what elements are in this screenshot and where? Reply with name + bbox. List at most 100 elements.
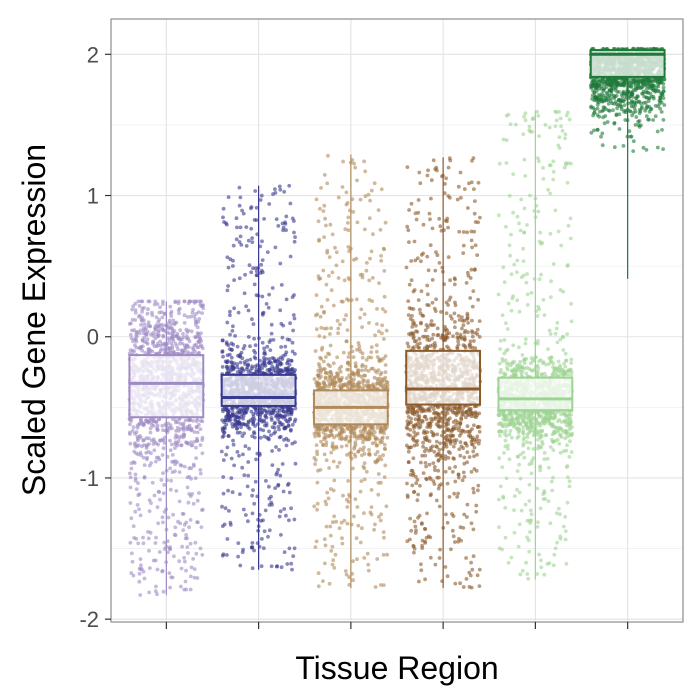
data-point — [250, 236, 255, 241]
data-point — [323, 216, 327, 221]
data-point — [449, 547, 453, 552]
data-point — [246, 420, 251, 425]
data-point — [314, 443, 319, 447]
data-point — [362, 426, 367, 431]
data-point — [453, 303, 458, 308]
data-point — [225, 360, 230, 365]
data-point — [196, 332, 201, 336]
data-point — [346, 479, 351, 483]
data-point — [367, 383, 371, 388]
data-point — [137, 331, 142, 336]
data-point — [136, 438, 140, 443]
data-point — [427, 338, 432, 343]
data-point — [374, 443, 379, 448]
data-point — [433, 468, 437, 472]
data-point — [456, 491, 460, 496]
data-point — [323, 376, 328, 381]
data-point — [172, 532, 177, 537]
data-point — [221, 491, 226, 496]
data-point — [159, 322, 163, 327]
data-point — [336, 326, 341, 331]
data-point — [254, 269, 259, 274]
data-point — [361, 440, 365, 445]
data-point — [225, 537, 230, 541]
data-point — [330, 544, 335, 549]
data-point — [359, 307, 364, 312]
data-point — [315, 452, 320, 457]
data-point — [419, 289, 424, 294]
data-point — [147, 509, 152, 513]
data-point — [318, 468, 323, 472]
data-point — [290, 216, 295, 221]
data-point — [131, 425, 136, 430]
data-point — [170, 336, 175, 341]
data-point — [351, 578, 355, 583]
data-point — [195, 325, 200, 330]
data-point — [371, 424, 375, 429]
data-point — [472, 423, 476, 428]
data-point — [354, 536, 359, 541]
data-point — [251, 322, 256, 326]
data-point — [175, 425, 180, 430]
data-point — [133, 472, 138, 477]
data-point — [366, 369, 371, 373]
data-point — [252, 282, 257, 287]
data-point — [435, 432, 440, 437]
data-point — [431, 407, 436, 412]
data-point — [287, 363, 292, 367]
data-point — [232, 463, 237, 468]
data-point — [438, 224, 443, 229]
data-point — [133, 509, 138, 514]
data-point — [263, 414, 268, 419]
data-point — [259, 193, 264, 198]
data-point — [408, 537, 412, 542]
data-point — [285, 562, 290, 566]
data-point — [272, 366, 276, 371]
data-point — [270, 449, 274, 453]
data-point — [428, 243, 433, 248]
data-point — [317, 376, 322, 381]
data-point — [412, 519, 417, 524]
data-point — [317, 334, 322, 338]
data-point — [321, 359, 326, 364]
data-point — [193, 335, 198, 340]
data-point — [133, 476, 138, 481]
data-point — [196, 319, 201, 324]
data-point — [225, 288, 230, 293]
data-point — [200, 451, 205, 456]
data-point — [201, 306, 206, 311]
data-point — [373, 333, 377, 338]
data-point — [200, 553, 205, 557]
data-point — [147, 463, 152, 468]
data-point — [332, 383, 336, 388]
data-point — [425, 173, 430, 178]
data-point — [238, 195, 243, 200]
data-point — [171, 512, 176, 517]
data-point — [265, 344, 270, 349]
data-point — [448, 278, 452, 283]
data-point — [244, 304, 249, 309]
data-point — [137, 507, 141, 512]
data-point — [357, 385, 362, 390]
data-point — [344, 339, 349, 343]
data-point — [382, 269, 387, 273]
data-point — [130, 307, 135, 312]
data-point — [264, 302, 269, 306]
data-point — [365, 261, 369, 265]
data-point — [132, 536, 137, 540]
data-point — [136, 481, 140, 485]
data-point — [277, 409, 282, 413]
data-point — [252, 430, 256, 435]
data-point — [293, 440, 297, 445]
data-point — [242, 473, 247, 478]
data-point — [140, 348, 145, 353]
data-point — [160, 342, 165, 346]
data-point — [192, 301, 197, 305]
data-point — [231, 413, 236, 418]
data-point — [237, 185, 242, 190]
data-point — [252, 548, 256, 553]
data-point — [199, 344, 204, 349]
data-point — [199, 525, 204, 529]
data-point — [457, 229, 462, 234]
data-point — [363, 169, 368, 174]
